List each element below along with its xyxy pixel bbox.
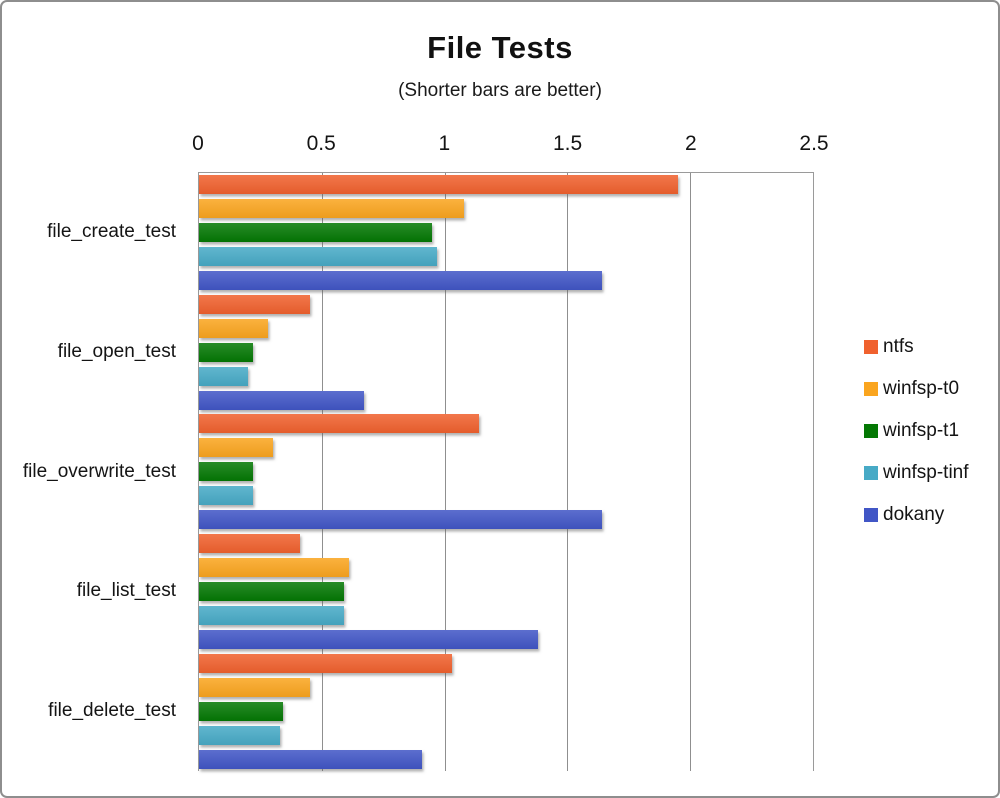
legend-label: winfsp-t0: [883, 378, 960, 399]
chart-subtitle: (Shorter bars are better): [398, 80, 602, 101]
legend-label: ntfs: [883, 336, 914, 357]
bar-file_create_test-dokany: [199, 271, 602, 291]
gridline-1.5: [567, 173, 569, 771]
x-tick-label: 0: [192, 132, 204, 155]
bar-file_open_test-ntfs: [199, 294, 310, 314]
bar-file_list_test-winfsp-tinf: [199, 606, 344, 626]
x-tick-label: 0.5: [306, 132, 336, 155]
legend-label: winfsp-t1: [883, 420, 960, 441]
bar-group-file_overwrite_test: [199, 412, 813, 532]
category-label-file_create_test: file_create_test: [47, 220, 176, 242]
legend-label: winfsp-tinf: [883, 462, 969, 483]
x-tick-label: 1.5: [552, 132, 583, 155]
bar-group-file_open_test: [199, 293, 813, 413]
bar-file_delete_test-dokany: [199, 749, 423, 769]
bar-file_delete_test-ntfs: [199, 653, 452, 673]
chart-title: File Tests: [427, 30, 573, 65]
bar-file_list_test-dokany: [199, 630, 538, 650]
legend-swatch-icon: [864, 382, 878, 396]
bar-group-file_list_test: [199, 532, 813, 652]
legend-item-winfsp-tinf: winfsp-tinf: [864, 462, 969, 483]
legend-label: dokany: [883, 504, 945, 525]
bar-file_create_test-ntfs: [199, 175, 678, 195]
bar-file_open_test-winfsp-t0: [199, 318, 268, 338]
bar-file_open_test-winfsp-tinf: [199, 366, 249, 386]
bar-file_overwrite_test-winfsp-t1: [199, 462, 254, 482]
bar-file_create_test-winfsp-t1: [199, 223, 433, 243]
category-label-file_list_test: file_list_test: [76, 580, 176, 602]
x-tick-label: 1: [438, 132, 451, 155]
bar-file_list_test-winfsp-t0: [199, 558, 349, 578]
legend-swatch-icon: [864, 340, 878, 354]
legend-item-ntfs: ntfs: [864, 336, 969, 357]
bar-group-file_create_test: [199, 173, 813, 293]
legend-item-winfsp-t1: winfsp-t1: [864, 420, 969, 441]
bar-file_overwrite_test-winfsp-t0: [199, 438, 273, 458]
bar-file_create_test-winfsp-t0: [199, 199, 465, 219]
legend-swatch-icon: [864, 424, 878, 438]
gridline-0.5: [321, 173, 323, 771]
bar-file_open_test-winfsp-t1: [199, 342, 254, 362]
bar-file_create_test-winfsp-tinf: [199, 247, 438, 267]
category-label-file_delete_test: file_delete_test: [48, 700, 176, 722]
category-axis-labels: file_create_test file_open_test file_overw…: [2, 172, 188, 771]
category-label-file_open_test: file_open_test: [57, 340, 176, 362]
bar-file_overwrite_test-winfsp-tinf: [199, 486, 254, 506]
bar-file_overwrite_test-dokany: [199, 510, 602, 530]
legend-item-winfsp-t0: winfsp-t0: [864, 378, 969, 399]
legend: ntfs winfsp-t0 winfsp-t1 winfsp-tinf dokany: [864, 336, 969, 550]
plot-area: [198, 172, 814, 771]
category-label-file_overwrite_test: file_overwrite_test: [22, 460, 176, 482]
bar-file_list_test-ntfs: [199, 534, 300, 554]
x-tick-label: 2.5: [799, 132, 829, 155]
x-tick-label: 2: [684, 132, 697, 155]
bar-file_overwrite_test-ntfs: [199, 414, 479, 434]
bar-file_list_test-winfsp-t1: [199, 582, 344, 602]
gridline-2: [690, 173, 692, 771]
bar-file_delete_test-winfsp-t1: [199, 701, 283, 721]
bar-group-file_delete_test: [199, 651, 813, 771]
gridline-1: [444, 173, 446, 771]
legend-swatch-icon: [864, 508, 878, 522]
legend-swatch-icon: [864, 466, 878, 480]
bar-file_delete_test-winfsp-t0: [199, 677, 310, 697]
bar-file_delete_test-winfsp-tinf: [199, 725, 281, 745]
bar-file_open_test-dokany: [199, 390, 364, 410]
x-axis-tick-labels: 0 0.5 1 1.5 2 2.5: [192, 132, 828, 162]
legend-item-dokany: dokany: [864, 504, 969, 525]
